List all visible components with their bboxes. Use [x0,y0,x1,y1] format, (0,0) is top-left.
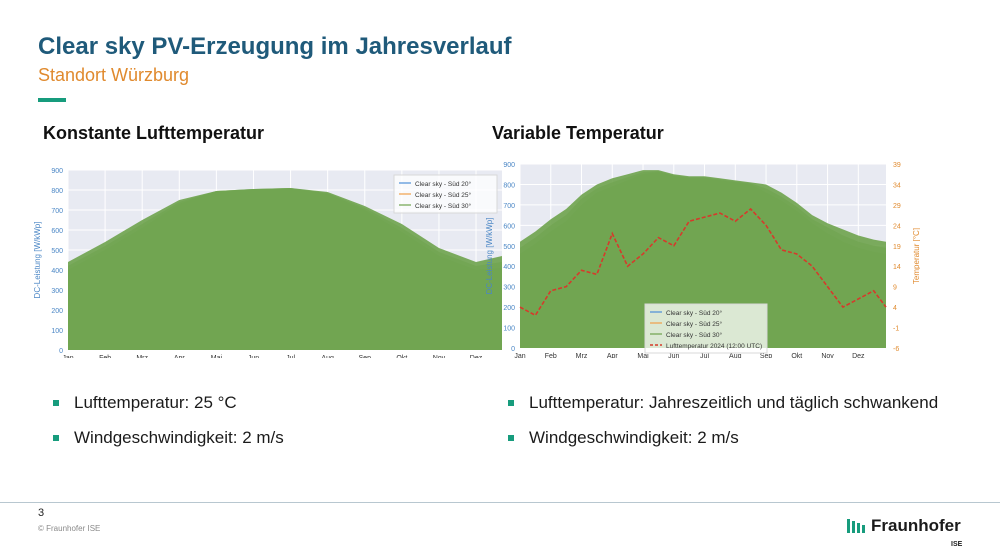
footer-divider [0,502,1000,503]
y-tick-label: 900 [503,162,515,169]
right-bullet-wind: Windgeschwindigkeit: 2 m/s [508,428,938,463]
x-tick-label: Jun [668,353,679,358]
left-bullet-list: Lufttemperatur: 25 °C Windgeschwindigkei… [53,393,284,463]
y-tick-label: 0 [59,348,63,355]
y-tick-label: 300 [51,288,63,295]
y2-tick-label: 34 [893,182,901,189]
fraunhofer-logo: Fraunhofer ISE [846,516,971,551]
y-tick-label: 500 [51,248,63,255]
pv-area-series [520,172,886,348]
y2-tick-label: -1 [893,326,899,333]
x-tick-label: Sep [359,355,372,358]
fraunhofer-logo-mark-icon [847,519,865,533]
x-tick-label: Sep [760,353,773,358]
y2-tick-label: 29 [893,203,901,210]
right-bullet-list: Lufttemperatur: Jahreszeitlich und tägli… [508,393,938,463]
y2-tick-label: 14 [893,264,901,271]
x-tick-label: Feb [545,353,557,358]
x-tick-label: Mrz [136,355,148,358]
fraunhofer-logo-text: Fraunhofer [871,516,961,535]
y-tick-label: 700 [51,208,63,215]
y-tick-label: 400 [503,264,515,271]
left-chart-heading: Konstante Lufttemperatur [43,123,265,143]
y2-tick-label: 19 [893,244,901,251]
pv-area-series [520,171,886,348]
y-tick-label: 800 [51,188,63,195]
chart-variable-temperature: 0 100 200 300 400 500 600 700 800 900 Jan Feb Mrz Apr… [485,162,920,358]
x-tick-label: Jul [286,355,295,358]
legend-label: Clear sky - Süd 20° [415,180,471,188]
y-tick-label: 300 [503,285,515,292]
legend-label: Clear sky - Süd 20° [666,309,722,317]
y-tick-label: 500 [503,244,515,251]
y2-axis-label: Temperatur [°C] [912,228,920,284]
x-tick-label: Jun [248,355,259,358]
y2-tick-label: 39 [893,162,901,169]
y-tick-label: 900 [51,168,63,175]
x-tick-label: Apr [174,355,186,358]
y2-tick-label: 9 [893,285,897,292]
left-bullet-temperature: Lufttemperatur: 25 °C [53,393,284,428]
x-tick-label: Nov [433,355,446,358]
x-tick-label: Mrz [576,353,588,358]
x-tick-label: Nov [821,353,834,358]
legend-label: Clear sky - Süd 30° [666,331,722,339]
x-tick-label: Dez [852,353,865,358]
x-tick-label: Okt [396,355,407,358]
y-axis-label: DC-Leistung [W/kWp] [33,222,42,299]
pv-area-series [68,188,502,350]
legend-label: Clear sky - Süd 25° [666,320,722,328]
y2-tick-label: 24 [893,223,901,230]
y2-tick-label: -6 [893,346,899,353]
y-tick-label: 200 [503,305,515,312]
temperature-series-line [519,207,887,317]
y-tick-label: 600 [51,228,63,235]
chart-constant-temperature: 0 100 200 300 400 500 600 700 800 900 Jan Feb Mrz Apr… [33,168,502,358]
y-tick-label: 100 [503,326,515,333]
title-accent-bar [38,98,66,102]
slide-title: Clear sky PV-Erzeugung im Jahresverlauf [38,33,512,60]
legend-box [393,174,498,214]
copyright-text: © Fraunhofer ISE [38,524,101,533]
legend-label: Lufttemperatur 2024 (12:00 UTC) [666,343,762,350]
legend-label: Clear sky - Süd 30° [415,202,471,210]
legend-box [644,303,768,354]
fraunhofer-logo-subtext: ISE [951,541,963,548]
y-tick-label: 800 [503,182,515,189]
y-tick-label: 100 [51,328,63,335]
y-tick-label: 700 [503,203,515,210]
x-tick-label: Dez [470,355,483,358]
right-bullet-temperature: Lufttemperatur: Jahreszeitlich und tägli… [508,393,938,428]
y-tick-label: 200 [51,308,63,315]
page-number: 3 [38,507,45,519]
x-tick-label: Aug [729,353,742,358]
y-tick-label: 0 [511,346,515,353]
y-tick-label: 600 [503,223,515,230]
x-tick-label: Mai [211,355,223,358]
x-tick-label: Apr [607,353,619,358]
x-tick-label: Jul [700,353,709,358]
legend-label: Clear sky - Süd 25° [415,191,471,199]
y-axis-label: DC-Leistung [W/kWp] [485,218,494,295]
x-tick-label: Aug [321,355,334,358]
x-tick-label: Jan [62,355,73,358]
right-chart-heading: Variable Temperatur [492,123,664,143]
y2-tick-label: 4 [893,305,897,312]
x-tick-label: Okt [791,353,802,358]
left-bullet-wind: Windgeschwindigkeit: 2 m/s [53,428,284,463]
pv-area-series [68,188,502,350]
y-tick-label: 400 [51,268,63,275]
x-tick-label: Mai [637,353,649,358]
x-tick-label: Feb [99,355,111,358]
x-tick-label: Jan [514,353,525,358]
slide-subtitle: Standort Würzburg [38,65,190,85]
